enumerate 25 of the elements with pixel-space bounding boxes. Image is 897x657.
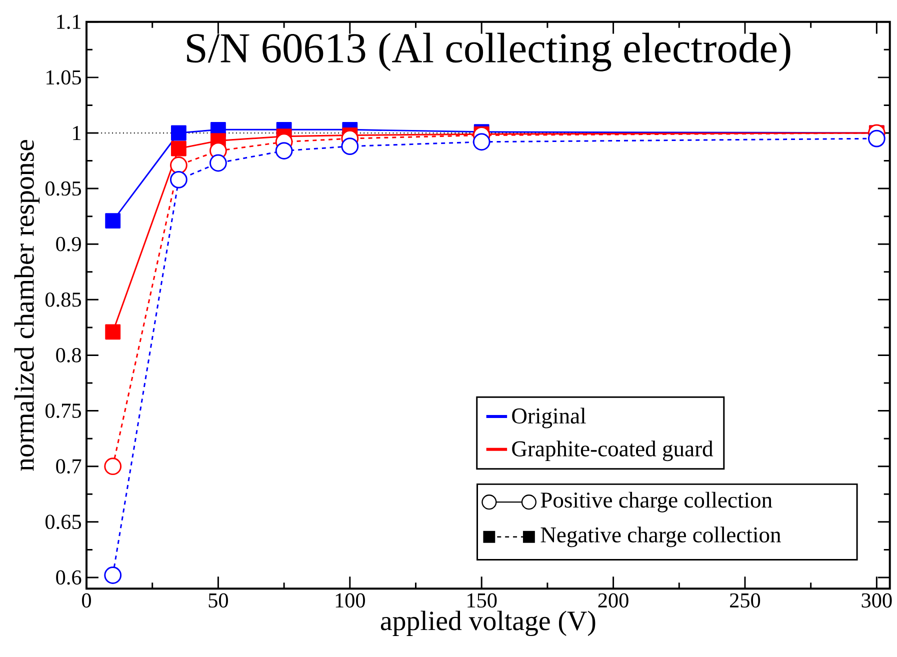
y-tick-label: 1.05 — [46, 70, 81, 85]
y-tick-label: 0.85 — [46, 292, 81, 307]
annotation: Positive charge collection — [540, 492, 772, 512]
y-tick-label: 0.9 — [56, 236, 81, 252]
y-tick-label: 0.8 — [56, 348, 82, 362]
chart-title: S/N 60613 (Al collecting electrode) — [187, 32, 790, 72]
x-tick-label: 300 — [862, 593, 892, 608]
y-axis-title: normalized chamber response — [14, 140, 40, 471]
x-tick-label: 250 — [730, 593, 760, 608]
legend-label: Graphite-coated guard — [512, 440, 714, 462]
x-tick-label: 150 — [468, 593, 497, 608]
x-tick-label: 0 — [82, 593, 91, 608]
y-tick-label: 0.7 — [56, 459, 82, 474]
y-tick-label: 0.6 — [56, 570, 82, 585]
y-tick-label: 1.1 — [57, 14, 81, 29]
x-tick-label: 100 — [336, 593, 365, 608]
legend-label: Original — [512, 408, 586, 428]
annotation: Negative charge collection — [540, 526, 781, 548]
y-tick-label: 0.75 — [46, 404, 81, 418]
x-tick-label: 50 — [208, 593, 228, 608]
y-tick-label: 0.95 — [46, 181, 81, 196]
x-axis-title: applied voltage (V) — [380, 610, 596, 636]
y-tick-label: 0.65 — [46, 514, 81, 530]
y-tick-label: 1 — [73, 126, 81, 140]
x-tick-label: 200 — [598, 593, 628, 608]
